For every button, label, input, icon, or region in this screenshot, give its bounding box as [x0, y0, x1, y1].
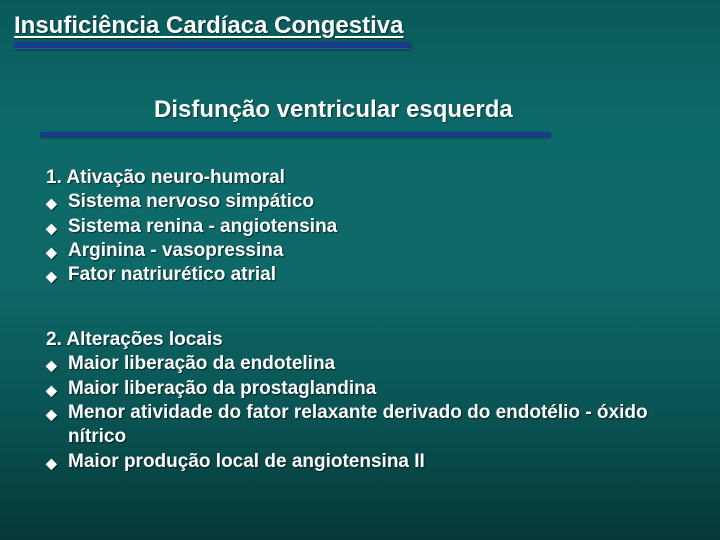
- list-item-text: Arginina - vasopressina: [68, 239, 283, 263]
- diamond-bullet-icon: ◆: [46, 240, 68, 264]
- diamond-bullet-icon: ◆: [46, 353, 68, 377]
- list-item: ◆ Sistema renina - angiotensina: [46, 215, 337, 239]
- title-block: Insuficiência Cardíaca Congestiva: [14, 12, 410, 49]
- title-underline-bar: [14, 42, 410, 49]
- list-item-text: Menor atividade do fator relaxante deriv…: [68, 401, 688, 450]
- list-item-text: Maior produção local de angiotensina II: [68, 450, 425, 474]
- list-item-text: Maior liberação da prostaglandina: [68, 377, 376, 401]
- list-item-text: Sistema renina - angiotensina: [68, 215, 337, 239]
- list-item: ◆ Arginina - vasopressina: [46, 239, 337, 263]
- slide-title: Insuficiência Cardíaca Congestiva: [14, 12, 410, 40]
- list-item: ◆ Maior produção local de angiotensina I…: [46, 450, 688, 474]
- slide-subtitle: Disfunção ventricular esquerda: [154, 96, 513, 124]
- list-item: ◆ Maior liberação da endotelina: [46, 352, 688, 376]
- diamond-bullet-icon: ◆: [46, 216, 68, 240]
- list-item-text: Maior liberação da endotelina: [68, 352, 335, 376]
- section-heading: 2. Alterações locais: [46, 328, 688, 352]
- list-item-text: Sistema nervoso simpático: [68, 190, 314, 214]
- diamond-bullet-icon: ◆: [46, 451, 68, 475]
- section-2: 2. Alterações locais ◆ Maior liberação d…: [46, 328, 688, 474]
- diamond-bullet-icon: ◆: [46, 264, 68, 288]
- list-item: ◆ Sistema nervoso simpático: [46, 190, 337, 214]
- diamond-bullet-icon: ◆: [46, 191, 68, 215]
- list-item: ◆ Maior liberação da prostaglandina: [46, 377, 688, 401]
- list-item: ◆ Menor atividade do fator relaxante der…: [46, 401, 688, 450]
- subtitle-underline-bar: [40, 132, 550, 137]
- list-item-text: Fator natriurético atrial: [68, 263, 276, 287]
- list-item: ◆ Fator natriurético atrial: [46, 263, 337, 287]
- section-heading: 1. Ativação neuro-humoral: [46, 166, 337, 190]
- diamond-bullet-icon: ◆: [46, 378, 68, 402]
- section-1: 1. Ativação neuro-humoral ◆ Sistema nerv…: [46, 166, 337, 288]
- subtitle-block: Disfunção ventricular esquerda: [154, 96, 513, 124]
- diamond-bullet-icon: ◆: [46, 402, 68, 426]
